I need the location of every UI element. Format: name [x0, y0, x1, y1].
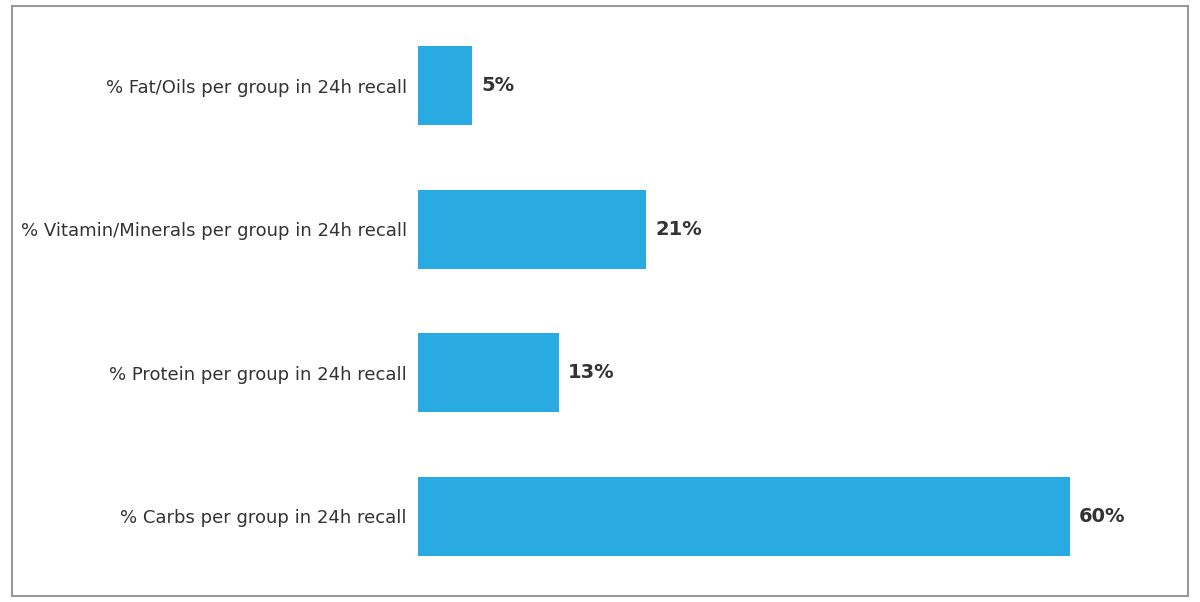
Text: 60%: 60%	[1079, 507, 1126, 526]
Bar	[418, 46, 473, 125]
Bar	[418, 334, 559, 412]
Text: 21%: 21%	[655, 220, 702, 239]
Bar	[418, 190, 647, 268]
Text: 13%: 13%	[568, 363, 614, 382]
Bar	[418, 477, 1070, 556]
Text: 5%: 5%	[481, 76, 515, 95]
